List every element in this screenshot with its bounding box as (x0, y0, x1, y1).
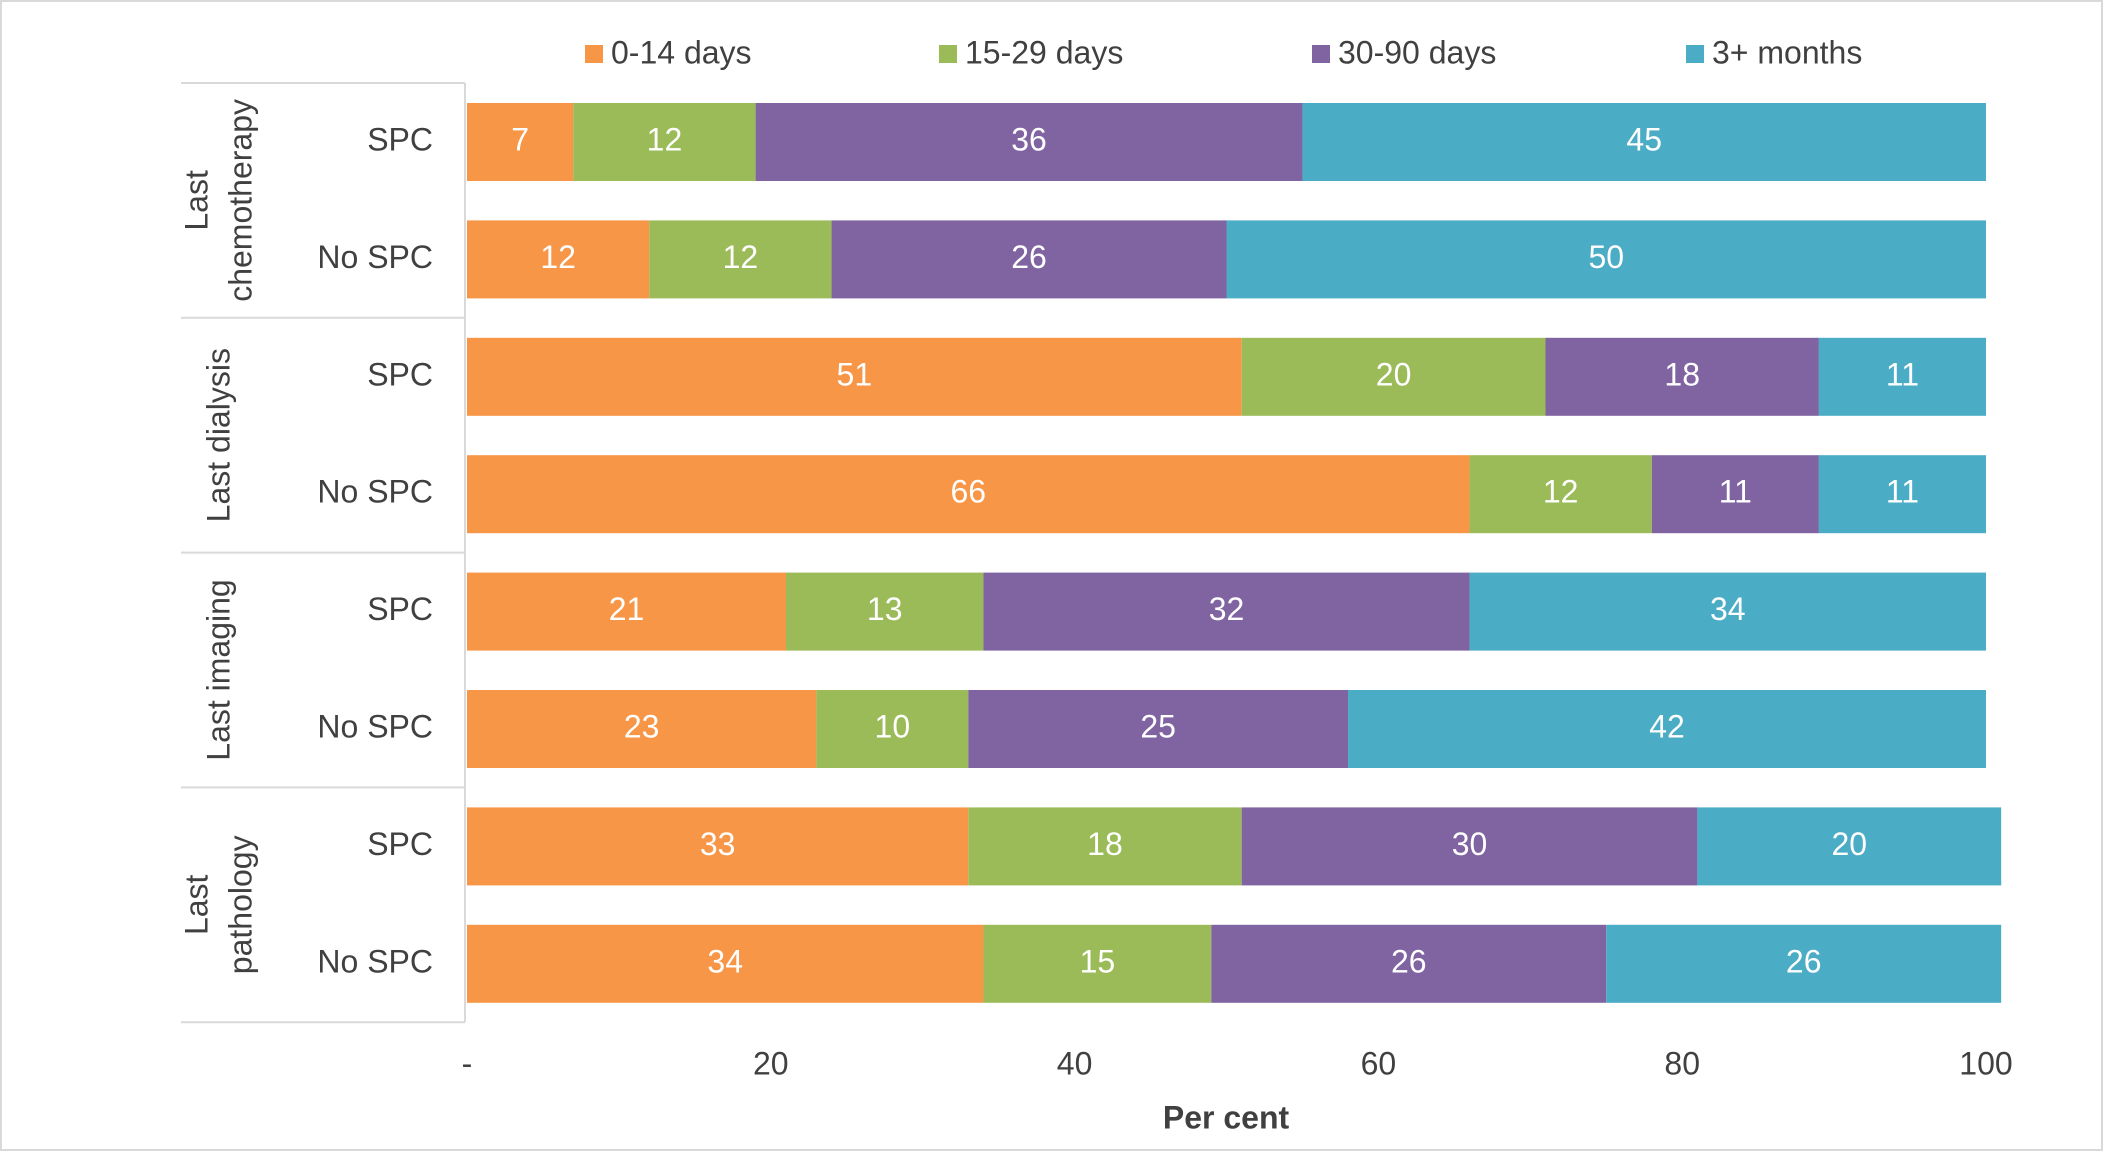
value-label: 12 (540, 239, 576, 275)
value-label: 12 (647, 121, 683, 157)
value-label: 20 (1376, 356, 1412, 392)
value-label: 18 (1664, 356, 1700, 392)
value-label: 50 (1588, 239, 1624, 275)
bar-segment (1302, 103, 1986, 181)
bar-segment (467, 455, 1470, 534)
bar-segment (755, 103, 1303, 181)
value-label: 30 (1452, 826, 1488, 862)
bar-segment (831, 220, 1227, 299)
value-label: 12 (1543, 474, 1579, 510)
legend-swatch (585, 45, 603, 63)
value-label: 10 (875, 708, 911, 744)
legend-swatch (939, 45, 957, 63)
x-tick-label: 20 (753, 1045, 789, 1081)
bar-segment (467, 220, 650, 299)
bar-segment (649, 220, 832, 299)
bar-segment (1469, 455, 1652, 534)
legend-label: 0-14 days (611, 34, 752, 70)
group-label: chemotherapy (222, 99, 258, 302)
x-tick-label: 40 (1057, 1045, 1093, 1081)
legend-swatch (1686, 45, 1704, 63)
value-label: 13 (867, 591, 903, 627)
value-label: 36 (1011, 121, 1047, 157)
x-tick-label: 60 (1361, 1045, 1397, 1081)
y-tick-label: No SPC (317, 239, 433, 275)
bar-segment (983, 924, 1212, 1003)
legend-swatch (1312, 45, 1330, 63)
y-tick-label: No SPC (317, 943, 433, 979)
y-tick-label: SPC (367, 591, 433, 627)
value-label: 66 (950, 474, 986, 510)
value-label: 42 (1649, 708, 1685, 744)
bar-segment (467, 690, 817, 768)
value-label: 25 (1140, 708, 1176, 744)
x-tick-label: 100 (1959, 1045, 2012, 1081)
bar-segment (1348, 690, 1986, 768)
value-label: 32 (1209, 591, 1245, 627)
bar-segment (1818, 455, 1986, 534)
bar-segment (1226, 220, 1986, 299)
value-label: 34 (707, 943, 743, 979)
bar-segment (1606, 924, 2002, 1003)
bar-segment (467, 337, 1242, 416)
x-tick-label: 80 (1664, 1045, 1700, 1081)
value-label: 12 (723, 239, 759, 275)
value-label: 18 (1087, 826, 1123, 862)
bar-segment (1241, 337, 1546, 416)
value-label: 20 (1831, 826, 1867, 862)
legend-label: 15-29 days (965, 34, 1123, 70)
bar-segment (467, 572, 786, 651)
bar-segment (467, 924, 984, 1003)
value-label: 26 (1011, 239, 1047, 275)
value-label: 23 (624, 708, 660, 744)
legend-label: 30-90 days (1338, 34, 1496, 70)
y-tick-label: SPC (367, 121, 433, 157)
x-axis-label: Per cent (1163, 1099, 1290, 1135)
y-tick-label: No SPC (317, 708, 433, 744)
bar-segment (1241, 807, 1698, 886)
bar-segment (1469, 572, 1986, 651)
value-label: 11 (1886, 356, 1919, 392)
value-label: 11 (1719, 474, 1752, 510)
bar-segment (467, 807, 969, 886)
bar-segment (573, 103, 756, 181)
value-label: 45 (1626, 121, 1662, 157)
group-label: Last imaging (200, 579, 236, 760)
bar-segment (467, 103, 574, 181)
bar-segment (816, 690, 969, 768)
group-label: Last (178, 170, 214, 231)
y-tick-label: No SPC (317, 474, 433, 510)
y-tick-label: SPC (367, 826, 433, 862)
value-label: 33 (700, 826, 736, 862)
bar-segment (1651, 455, 1819, 534)
bar-segment (1697, 807, 2002, 886)
bar-segment (968, 690, 1349, 768)
value-label: 26 (1786, 943, 1822, 979)
legend-label: 3+ months (1712, 34, 1862, 70)
bar-segment (785, 572, 984, 651)
bar-segment (1545, 337, 1819, 416)
value-label: 51 (837, 356, 873, 392)
bar-segment (968, 807, 1242, 886)
value-label: 15 (1080, 943, 1116, 979)
group-label: Last (178, 874, 214, 935)
group-label: pathology (222, 835, 258, 974)
x-tick-label: - (462, 1045, 473, 1081)
value-label: 26 (1391, 943, 1427, 979)
value-label: 21 (609, 591, 645, 627)
bar-segment (1211, 924, 1607, 1003)
value-label: 7 (511, 121, 529, 157)
y-tick-label: SPC (367, 356, 433, 392)
value-label: 34 (1710, 591, 1746, 627)
bar-segment (983, 572, 1470, 651)
bar-segment (1818, 337, 1986, 416)
group-label: Last dialysis (200, 348, 236, 522)
value-label: 11 (1886, 474, 1919, 510)
